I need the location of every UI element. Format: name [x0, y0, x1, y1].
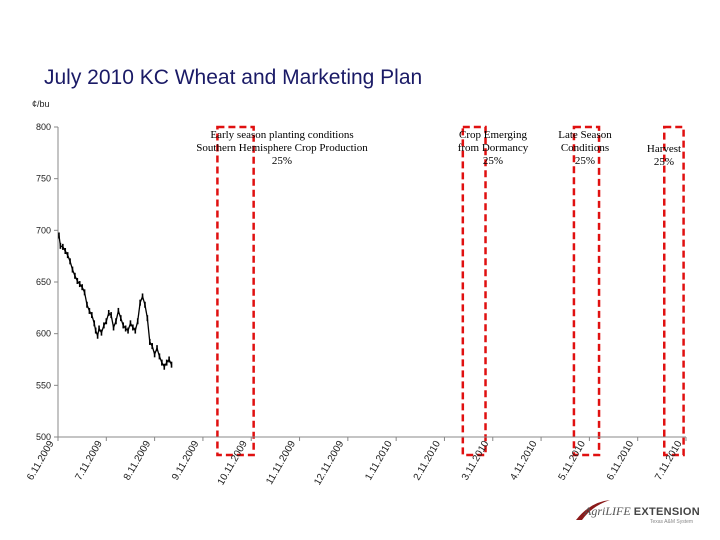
x-tick-label: 8.11.2009: [122, 439, 154, 483]
x-tick-label: 2.11.2010: [412, 439, 444, 483]
series-segment: [60, 245, 64, 248]
series-segment: [161, 362, 165, 368]
annotation-box4-line-1: Harvest: [647, 143, 681, 155]
series-segment: [168, 359, 173, 365]
x-tick-label: 6.11.2010: [605, 439, 637, 483]
logo-swoosh-icon: [576, 500, 610, 520]
series-segment: [62, 246, 66, 252]
series-segment: [146, 318, 151, 342]
period-box-3: [572, 125, 601, 457]
series-segment: [139, 296, 144, 303]
series-segment: [156, 347, 161, 357]
series-segment: [158, 356, 163, 363]
series-segment: [96, 328, 100, 336]
agrilife-extension-logo: AgriLIFE EXTENSION Texas A&M System: [572, 498, 702, 528]
series-segment: [71, 269, 76, 277]
series-segment: [103, 320, 107, 326]
period-box-1: [216, 125, 255, 457]
annotation-box2-line-1: Crop Emerging: [459, 129, 527, 141]
annotation-box4-line-2: 25%: [654, 156, 674, 168]
y-tick-label: 500: [36, 432, 51, 442]
annotation-box2-line-2: from Dormancy: [458, 142, 529, 154]
series-segment: [93, 323, 97, 331]
series-segment: [105, 312, 110, 322]
x-tick-label: 7.11.2009: [74, 439, 106, 483]
x-tick-label: 11.11.2009: [264, 439, 298, 487]
logo-wordmark: AgriLIFE EXTENSION: [584, 504, 700, 518]
x-tick-label: 12.11.2009: [312, 439, 346, 488]
price-series: [58, 232, 173, 370]
series-segment: [137, 302, 141, 322]
series-segment: [163, 362, 168, 368]
series-segment: [122, 325, 127, 329]
series-segment: [91, 314, 95, 324]
annotation-box1-line-2: Southern Hemisphere Crop Production: [196, 142, 368, 154]
data-point: [170, 361, 173, 368]
series-segment: [154, 347, 158, 355]
x-tick-label: 9.11.2009: [170, 439, 202, 483]
annotation-box2-line-3: 25%: [483, 155, 503, 167]
series-segment: [69, 261, 74, 270]
period-box-2: [461, 125, 487, 457]
x-tick-label: 5.11.2010: [557, 439, 589, 483]
series-segment: [129, 323, 134, 328]
period-box-4: [663, 125, 685, 457]
series-segment: [100, 325, 105, 333]
x-tick-label: 3.11.2010: [460, 439, 492, 483]
series-segment: [151, 345, 156, 355]
series-segment: [88, 310, 93, 316]
y-tick-label: 650: [36, 277, 51, 287]
y-axis-unit-label: ¢/bu: [32, 99, 50, 109]
y-tick-label: 700: [36, 225, 51, 235]
marketing-period-boxes: [216, 125, 685, 457]
series-segment: [127, 323, 132, 331]
series-segment: [79, 283, 83, 288]
x-tick-label: 10.11.2009: [216, 439, 250, 488]
series-segment: [117, 310, 122, 319]
logo-tagline: Texas A&M System: [650, 519, 694, 525]
series-segment: [83, 292, 88, 305]
annotation-box1-line-3: 25%: [272, 155, 292, 167]
series-segment: [112, 321, 117, 328]
x-tick-label: 1.11.2010: [363, 439, 395, 483]
annotation-box1-line-1: Early season planting conditions: [210, 129, 353, 141]
series-segment: [108, 312, 112, 316]
y-tick-label: 750: [36, 174, 51, 184]
y-tick-label: 550: [36, 380, 51, 390]
y-tick-label: 600: [36, 329, 51, 339]
annotation-box3-line-3: 25%: [575, 155, 595, 167]
series-segment: [144, 304, 149, 319]
series-segment: [81, 286, 86, 293]
series-segment: [141, 296, 146, 305]
y-tick-label: 800: [36, 122, 51, 132]
series-segment: [110, 314, 115, 328]
chart-axes: 500 550 600 650 700 750 800 6.11.2009 7.11.2009 8…: [25, 122, 687, 488]
series-segment: [64, 250, 69, 256]
series-segment: [120, 317, 124, 326]
series-segment: [86, 304, 91, 312]
series-segment: [134, 321, 139, 331]
series-segment: [76, 280, 81, 285]
x-tick-label: 7.11.2010: [653, 439, 685, 483]
series-segment: [67, 254, 71, 262]
x-tick-label: 4.11.2010: [508, 439, 540, 483]
chart-title: July 2010 KC Wheat and Marketing Plan: [44, 66, 423, 89]
series-segment: [58, 235, 62, 246]
annotation-box3-line-1: Late Season: [558, 129, 612, 141]
period-annotations: Early season planting conditionsSouthern…: [196, 129, 681, 168]
x-tick-label: 6.11.2009: [25, 439, 57, 483]
series-segment: [149, 341, 153, 347]
series-segment: [115, 310, 120, 322]
series-segment: [74, 275, 78, 282]
annotation-box3-line-2: Conditions: [561, 142, 609, 154]
